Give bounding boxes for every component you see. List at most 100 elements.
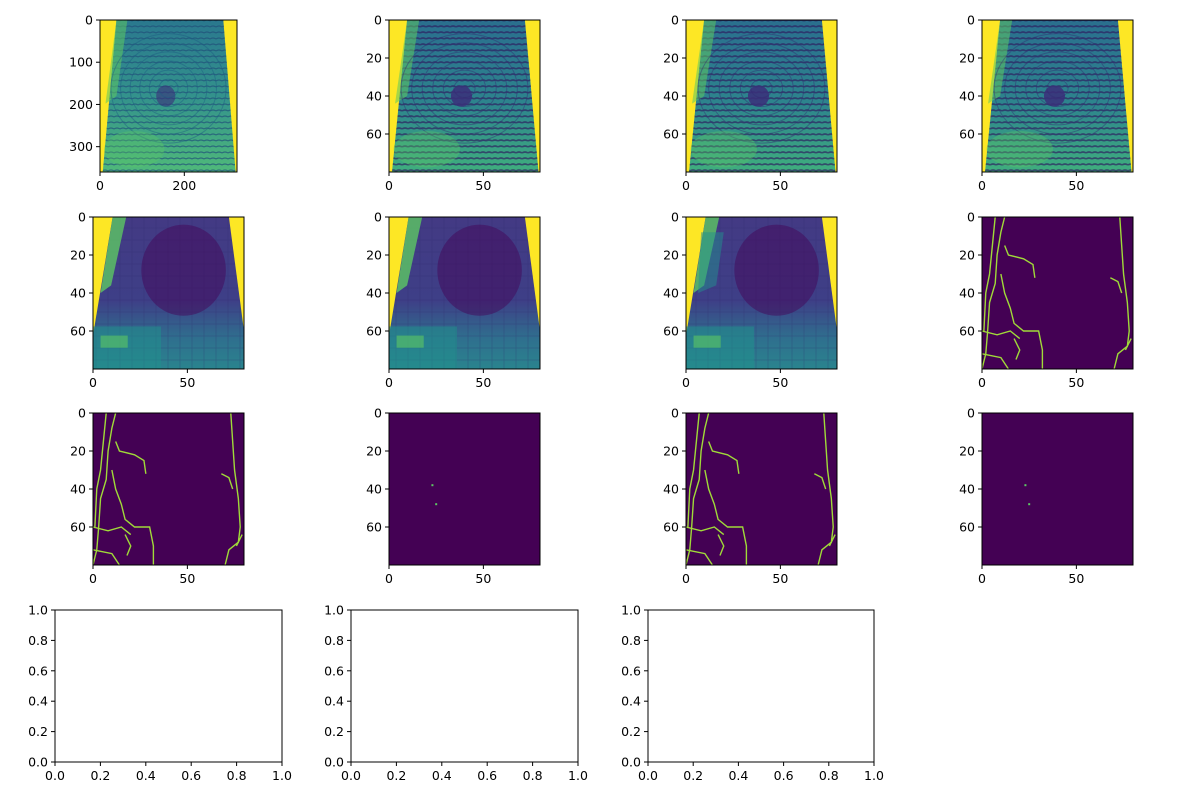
subplot-10: 0 50 0 20 40 60 — [366, 406, 541, 586]
x-tick-label: 0.2 — [386, 768, 406, 783]
y-tick-label: 20 — [366, 248, 382, 263]
x-tick-label: 0.8 — [523, 768, 543, 783]
x-tick-label: 0.0 — [638, 768, 658, 783]
y-tick-label: 20 — [663, 51, 679, 66]
y-tick-label: 60 — [366, 127, 382, 142]
y-tick-label: 100 — [69, 55, 93, 70]
subplot-5: 0 50 0 20 40 60 — [70, 210, 245, 390]
x-tick-label: 0.6 — [477, 768, 497, 783]
singular-point-11-0 — [1024, 484, 1027, 487]
y-tick-label: 0.0 — [621, 755, 641, 770]
x-tick-label: 50 — [179, 375, 195, 390]
y-tick-label: 1.0 — [28, 603, 48, 618]
subplot-15: 0.0 0.2 0.4 0.6 0.8 1.0 0.0 0.2 0.4 0.6 0.8 1.0 — [621, 603, 884, 784]
x-tick-label: 50 — [1068, 178, 1084, 193]
x-tick-label: 1.0 — [568, 768, 588, 783]
y-tick-label: 40 — [366, 482, 382, 497]
y-tick-label: 20 — [663, 444, 679, 459]
y-tick-label: 60 — [663, 520, 679, 535]
y-tick-label: 0 — [671, 210, 679, 225]
x-tick-label: 50 — [772, 375, 788, 390]
x-tick-label: 0 — [385, 571, 393, 586]
y-tick-label: 40 — [959, 482, 975, 497]
x-tick-label: 0 — [89, 375, 97, 390]
y-tick-label: 60 — [959, 324, 975, 339]
x-tick-label: 1.0 — [864, 768, 884, 783]
y-tick-label: 20 — [366, 444, 382, 459]
x-tick-label: 0 — [682, 571, 690, 586]
y-tick-label: 0 — [85, 13, 93, 28]
x-tick-label: 0.0 — [45, 768, 65, 783]
y-tick-label: 0 — [967, 13, 975, 28]
y-tick-label: 40 — [663, 89, 679, 104]
x-tick-label: 0 — [682, 375, 690, 390]
y-tick-label: 0.0 — [28, 755, 48, 770]
x-tick-label: 50 — [772, 178, 788, 193]
y-tick-label: 0.4 — [324, 694, 344, 709]
subplot-2: 0 50 0 20 40 60 — [366, 13, 541, 193]
y-tick-label: 0.4 — [621, 694, 641, 709]
subplot-3: 0 50 0 20 40 60 — [663, 13, 838, 193]
subplot-7: 0 50 0 20 40 60 — [663, 210, 838, 390]
x-tick-label: 0.6 — [181, 768, 201, 783]
y-tick-label: 0 — [967, 210, 975, 225]
y-tick-label: 40 — [959, 286, 975, 301]
y-tick-label: 0 — [78, 406, 86, 421]
x-tick-label: 0.2 — [90, 768, 110, 783]
subplot-4: 0 50 0 20 40 60 — [959, 13, 1134, 193]
y-tick-label: 60 — [70, 324, 86, 339]
x-tick-label: 200 — [172, 178, 196, 193]
x-tick-label: 50 — [475, 571, 491, 586]
y-tick-label: 0.6 — [324, 663, 344, 678]
y-tick-label: 40 — [366, 286, 382, 301]
y-tick-label: 0.8 — [28, 633, 48, 648]
y-tick-label: 0.8 — [621, 633, 641, 648]
y-tick-label: 60 — [366, 324, 382, 339]
x-tick-label: 0.4 — [432, 768, 452, 783]
y-tick-label: 40 — [663, 286, 679, 301]
x-tick-label: 0 — [96, 178, 104, 193]
y-tick-label: 0 — [78, 210, 86, 225]
x-tick-label: 50 — [1068, 571, 1084, 586]
x-tick-label: 0.8 — [227, 768, 247, 783]
x-tick-label: 0 — [978, 571, 986, 586]
x-tick-label: 50 — [772, 571, 788, 586]
y-tick-label: 0.6 — [621, 663, 641, 678]
y-tick-label: 0 — [374, 13, 382, 28]
y-tick-label: 1.0 — [621, 603, 641, 618]
y-tick-label: 0 — [374, 406, 382, 421]
x-tick-label: 0.8 — [819, 768, 839, 783]
y-tick-label: 20 — [959, 51, 975, 66]
y-tick-label: 0 — [671, 406, 679, 421]
y-tick-label: 40 — [366, 89, 382, 104]
y-tick-label: 300 — [69, 139, 93, 154]
y-tick-label: 40 — [70, 482, 86, 497]
x-tick-label: 0 — [89, 571, 97, 586]
singular-point-9-1 — [435, 503, 438, 506]
axes-frame — [54, 609, 283, 763]
y-tick-label: 60 — [959, 520, 975, 535]
y-tick-label: 60 — [959, 127, 975, 142]
y-tick-label: 0 — [374, 210, 382, 225]
axes-frame — [99, 19, 238, 173]
x-tick-label: 0.0 — [341, 768, 361, 783]
x-tick-label: 0 — [682, 178, 690, 193]
subplot-8: 0 50 0 20 40 60 — [959, 210, 1134, 390]
y-tick-label: 20 — [959, 444, 975, 459]
y-tick-label: 0.2 — [621, 724, 641, 739]
y-tick-label: 1.0 — [324, 603, 344, 618]
x-tick-label: 0.6 — [774, 768, 794, 783]
y-tick-label: 0 — [671, 13, 679, 28]
y-tick-label: 0.6 — [28, 663, 48, 678]
x-tick-label: 50 — [1068, 375, 1084, 390]
y-tick-label: 0.2 — [324, 724, 344, 739]
y-tick-label: 20 — [366, 51, 382, 66]
y-tick-label: 0.2 — [28, 724, 48, 739]
subplot-14: 0.0 0.2 0.4 0.6 0.8 1.0 0.0 0.2 0.4 0.6 0.8 1.0 — [324, 603, 588, 784]
y-tick-label: 0.8 — [324, 633, 344, 648]
y-tick-label: 0.0 — [324, 755, 344, 770]
singular-point-11-1 — [1028, 503, 1031, 506]
y-tick-label: 60 — [70, 520, 86, 535]
subplot-6: 0 50 0 20 40 60 — [366, 210, 541, 390]
x-tick-label: 0.4 — [728, 768, 748, 783]
